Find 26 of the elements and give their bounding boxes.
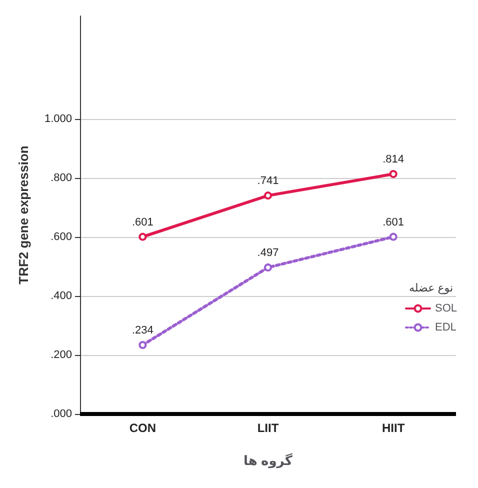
y-tick-label: .800 [50, 172, 72, 184]
point [264, 192, 272, 200]
data-label: .601 [382, 216, 404, 228]
x-tick-label: CON [129, 421, 156, 435]
point [138, 341, 147, 350]
point [389, 232, 398, 241]
point [389, 170, 398, 178]
y-tick-label: 1.000 [44, 113, 72, 126]
point [138, 232, 147, 241]
legend-label: SOL [434, 302, 458, 314]
legend-label: EDL [434, 322, 456, 334]
data-label: .234 [132, 324, 154, 337]
x-tick-label: LIIT [257, 421, 280, 435]
data-label: .601 [132, 216, 154, 228]
point [264, 263, 272, 272]
y-tick-label: .600 [50, 231, 72, 244]
y-tick-label: .200 [50, 349, 72, 362]
x-tick-label: HIIT [382, 421, 406, 435]
y-axis-title: TRF2 gene expression [16, 146, 31, 284]
legend-title: نوع عضله [408, 282, 454, 294]
y-tick-label: .400 [50, 290, 72, 302]
data-label: .741 [257, 175, 279, 188]
y-tick-label: .000 [50, 408, 72, 420]
data-label: .497 [257, 246, 279, 259]
data-label: .814 [382, 154, 404, 166]
x-axis-title: گروه ها [244, 453, 293, 469]
